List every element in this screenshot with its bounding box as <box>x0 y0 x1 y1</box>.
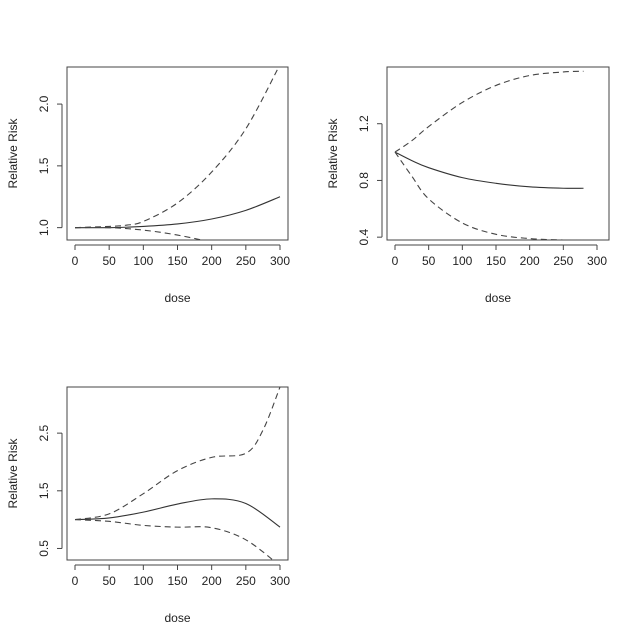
y-tick-label: 1.5 <box>37 482 51 499</box>
plot-frame <box>66 66 289 241</box>
lower-bound-line <box>74 226 204 240</box>
x-tick-label: 100 <box>133 254 153 268</box>
plot-frame <box>66 386 289 561</box>
x-tick-label: 100 <box>133 574 153 588</box>
x-tick-label: 300 <box>270 574 290 588</box>
y-tick-label: 2.0 <box>37 95 51 112</box>
x-tick-label: 150 <box>167 254 187 268</box>
plot-frame <box>386 66 610 241</box>
y-tick-label: 0.4 <box>357 228 371 245</box>
y-tick-label: 2.5 <box>37 424 51 441</box>
x-tick-label: 200 <box>202 574 222 588</box>
chart-panel-2: 0 50 100 150 200 250 300 dose 0.4 0.8 1.2 Relative … <box>326 66 610 305</box>
x-tick-label: 300 <box>270 254 290 268</box>
y-tick-label: 0.8 <box>357 172 371 189</box>
chart-panel-1: 0 50 100 150 200 250 300 dose 1.0 1.5 2.0 Relative … <box>6 66 290 305</box>
x-tick-label: 50 <box>102 254 116 268</box>
y-tick-label: 0.5 <box>37 540 51 557</box>
x-tick-label: 50 <box>422 254 436 268</box>
x-tick-label: 0 <box>72 254 79 268</box>
y-axis: 1.0 1.5 2.0 <box>37 95 63 236</box>
y-axis-label: Relative Risk <box>326 117 340 188</box>
x-tick-label: 200 <box>520 254 540 268</box>
x-tick-label: 100 <box>452 254 472 268</box>
y-axis-label: Relative Risk <box>6 117 20 188</box>
upper-bound-line <box>74 387 281 521</box>
x-axis: 0 50 100 150 200 250 300 <box>72 244 290 268</box>
y-axis-label: Relative Risk <box>6 437 20 508</box>
x-tick-label: 300 <box>587 254 607 268</box>
x-tick-label: 50 <box>102 574 116 588</box>
series-group <box>394 70 584 240</box>
relative-risk-line <box>394 151 584 189</box>
y-axis: 0.4 0.8 1.2 <box>357 115 383 246</box>
x-tick-label: 150 <box>167 574 187 588</box>
x-axis: 0 50 100 150 200 250 300 <box>72 564 290 588</box>
upper-bound-line <box>74 67 280 229</box>
series-group <box>74 387 281 560</box>
x-tick-label: 0 <box>72 574 79 588</box>
x-tick-label: 200 <box>202 254 222 268</box>
lower-bound-line <box>74 519 274 560</box>
y-tick-label: 1.2 <box>357 115 371 132</box>
x-axis-label: dose <box>164 291 190 305</box>
chart-panel-3: 0 50 100 150 200 250 300 dose 0.5 1.5 2.5 Relative … <box>6 386 290 625</box>
y-axis: 0.5 1.5 2.5 <box>37 424 63 557</box>
x-tick-label: 150 <box>486 254 506 268</box>
x-axis: 0 50 100 150 200 250 300 <box>392 244 607 268</box>
y-tick-label: 1.0 <box>37 219 51 236</box>
upper-bound-line <box>394 70 584 153</box>
x-tick-label: 250 <box>236 574 256 588</box>
relative-risk-line <box>74 498 281 528</box>
x-axis-label: dose <box>164 611 190 625</box>
series-group <box>74 67 281 240</box>
x-axis-label: dose <box>485 291 511 305</box>
relative-risk-line <box>74 196 281 229</box>
lower-bound-line <box>394 151 584 240</box>
x-tick-label: 250 <box>236 254 256 268</box>
y-tick-label: 1.5 <box>37 157 51 174</box>
x-tick-label: 250 <box>553 254 573 268</box>
x-tick-label: 0 <box>392 254 399 268</box>
